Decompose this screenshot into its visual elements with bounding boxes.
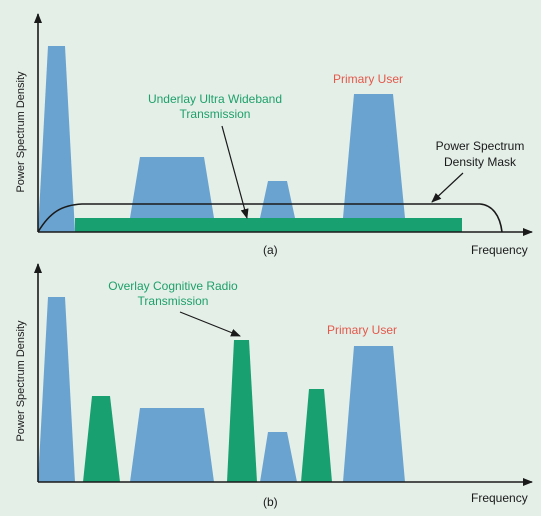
primary-user-signal-wide-b [130, 408, 214, 482]
primary-user-signal-small-b [260, 432, 297, 482]
overlay-arrow [179, 311, 241, 337]
psd-mask-curve [37, 203, 503, 233]
overlay-cr-signal-3 [301, 389, 332, 482]
underlay-uwb-band [75, 218, 462, 232]
primary-user-signal-tall-b [38, 297, 75, 482]
primary-user-signal-tall [38, 46, 75, 232]
primary-user-signal-right [343, 94, 405, 218]
panel-b-caption: (b) [263, 495, 278, 509]
x-axis-label-a: Frequency [471, 243, 528, 257]
primary-user-signal-right-b [343, 346, 405, 482]
overlay-cr-signal-2 [227, 340, 257, 482]
overlay-label-line-1: Overlay Cognitive Radio [108, 279, 238, 293]
mask-label-line-2: Density Mask [443, 155, 517, 169]
panel-b [34, 263, 533, 486]
overlay-cr-signal-1 [83, 396, 120, 482]
primary-user-signal-wide [130, 157, 214, 218]
underlay-arrow [221, 125, 249, 219]
primary-user-signal-small [260, 181, 295, 218]
panel-a-caption: (a) [263, 243, 278, 257]
x-axis-label-b: Frequency [471, 491, 528, 505]
primary-user-label-b: Primary User [327, 323, 398, 337]
y-axis-label-b: Power Spectrum Density [15, 320, 27, 442]
y-axis-label-a: Power Spectrum Density [15, 71, 27, 193]
underlay-label-line-2: Transmission [179, 107, 251, 121]
mask-arrow [431, 172, 464, 203]
mask-label-line-1: Power Spectrum [435, 139, 525, 153]
underlay-label-line-1: Underlay Ultra Wideband [147, 92, 283, 106]
primary-user-label-a: Primary User [333, 72, 404, 86]
panel-a [34, 13, 533, 236]
overlay-label-line-2: Transmission [137, 294, 209, 308]
